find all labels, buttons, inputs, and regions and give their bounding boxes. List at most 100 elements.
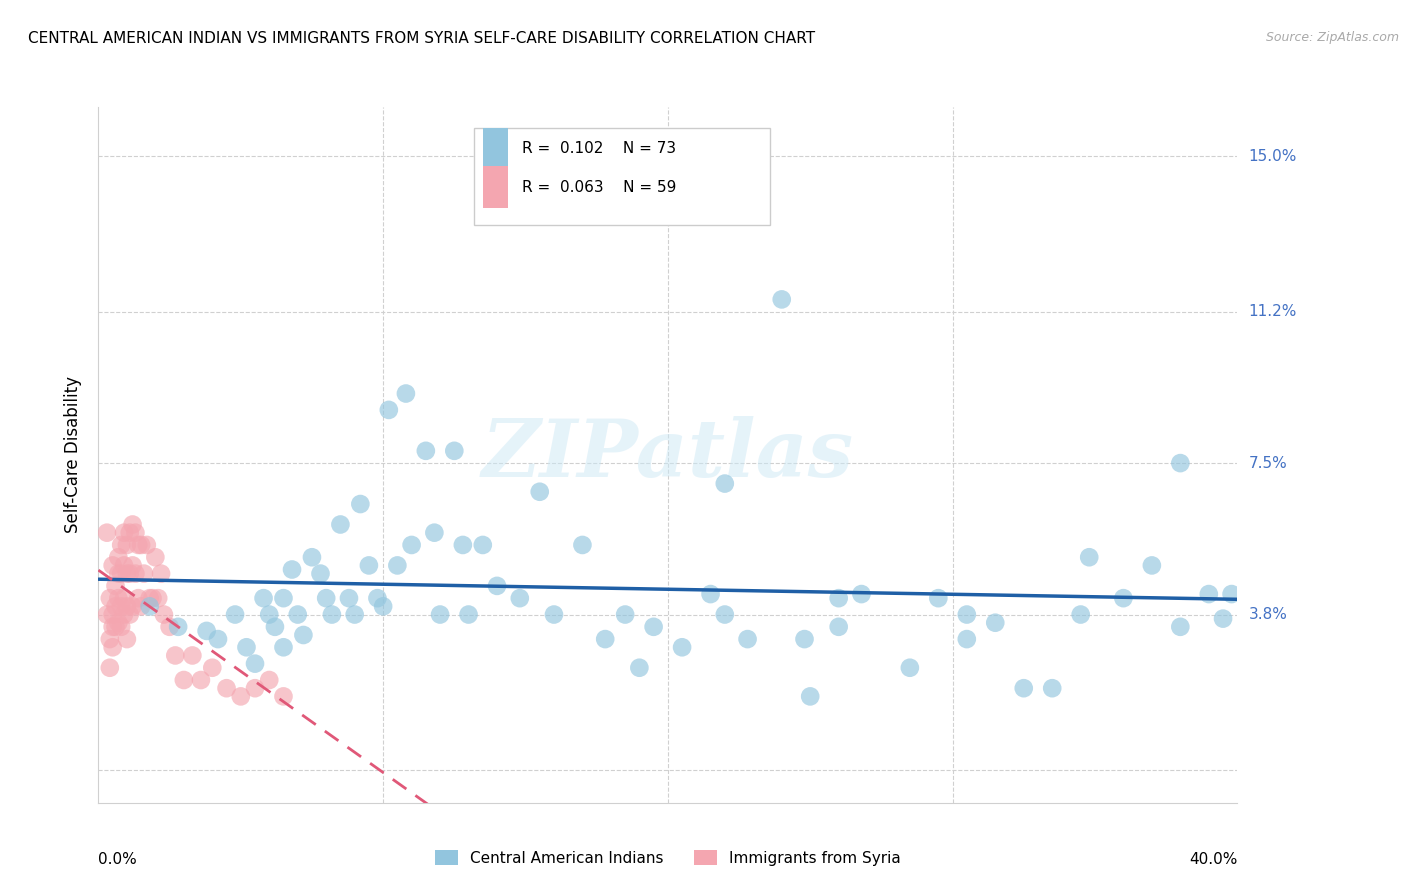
Point [138, 591, 160, 606]
Point [429, 607, 451, 622]
Point [1170, 620, 1192, 634]
Point [165, 648, 187, 663]
Point [451, 538, 474, 552]
Point [235, 640, 257, 655]
Point [443, 443, 465, 458]
Point [173, 673, 195, 687]
Bar [484, 128, 509, 169]
Point [115, 632, 138, 646]
Point [101, 607, 124, 622]
Point [737, 632, 759, 646]
Point [628, 661, 651, 675]
Point [121, 599, 143, 614]
Text: 0.0%: 0.0% [98, 852, 138, 867]
Point [273, 640, 295, 655]
Point [124, 566, 146, 581]
Point [107, 550, 129, 565]
Point [1198, 587, 1220, 601]
Point [898, 661, 921, 675]
Point [1040, 681, 1063, 696]
Point [423, 525, 446, 540]
Point [315, 591, 337, 606]
Point [127, 591, 149, 606]
Y-axis label: Self-Care Disability: Self-Care Disability [65, 376, 83, 533]
Point [927, 591, 949, 606]
Point [343, 607, 366, 622]
Point [107, 566, 129, 581]
Point [118, 525, 141, 540]
Point [378, 403, 401, 417]
Point [110, 538, 132, 552]
Point [956, 632, 979, 646]
Point [121, 517, 143, 532]
Text: 3.8%: 3.8% [1249, 607, 1288, 622]
Point [153, 607, 176, 622]
Point [224, 607, 246, 622]
Text: Source: ZipAtlas.com: Source: ZipAtlas.com [1265, 31, 1399, 45]
Point [96, 525, 118, 540]
Point [101, 620, 124, 634]
Point [121, 558, 143, 573]
Point [98, 632, 121, 646]
Point [112, 525, 135, 540]
Point [281, 562, 304, 576]
Point [1112, 591, 1135, 606]
Point [259, 607, 281, 622]
Point [195, 624, 218, 638]
Point [714, 607, 737, 622]
Point [287, 607, 309, 622]
Point [1220, 587, 1243, 601]
Point [243, 681, 266, 696]
Point [107, 615, 129, 630]
Point [124, 525, 146, 540]
Point [984, 615, 1007, 630]
Point [112, 591, 135, 606]
Point [96, 607, 118, 622]
Point [357, 558, 380, 573]
Point [799, 690, 821, 704]
Point [956, 607, 979, 622]
Point [252, 591, 274, 606]
Point [104, 620, 127, 634]
Point [543, 607, 565, 622]
Text: ZIPatlas: ZIPatlas [482, 417, 853, 493]
Point [366, 591, 388, 606]
Point [112, 607, 135, 622]
Point [141, 591, 163, 606]
Text: 11.2%: 11.2% [1249, 304, 1296, 319]
Point [132, 566, 155, 581]
Point [329, 517, 352, 532]
Point [215, 681, 238, 696]
Bar [484, 166, 509, 208]
Point [104, 579, 127, 593]
Point [828, 620, 851, 634]
Point [110, 599, 132, 614]
Point [101, 640, 124, 655]
Point [593, 632, 616, 646]
Point [770, 293, 793, 307]
Text: R =  0.063    N = 59: R = 0.063 N = 59 [522, 179, 676, 194]
Legend: Central American Indians, Immigrants from Syria: Central American Indians, Immigrants fro… [429, 844, 907, 871]
Point [107, 591, 129, 606]
Point [671, 640, 693, 655]
Point [851, 587, 873, 601]
Point [243, 657, 266, 671]
Point [115, 566, 138, 581]
Point [259, 673, 281, 687]
Text: 7.5%: 7.5% [1249, 456, 1286, 471]
Point [110, 566, 132, 581]
Point [159, 620, 181, 634]
Point [273, 690, 295, 704]
Point [129, 538, 152, 552]
Point [486, 579, 509, 593]
Point [509, 591, 531, 606]
Point [138, 599, 160, 614]
Point [349, 497, 371, 511]
Point [181, 648, 204, 663]
Point [201, 661, 224, 675]
Point [150, 566, 173, 581]
Point [229, 690, 252, 704]
Point [273, 591, 295, 606]
Point [401, 538, 423, 552]
Point [1170, 456, 1192, 470]
